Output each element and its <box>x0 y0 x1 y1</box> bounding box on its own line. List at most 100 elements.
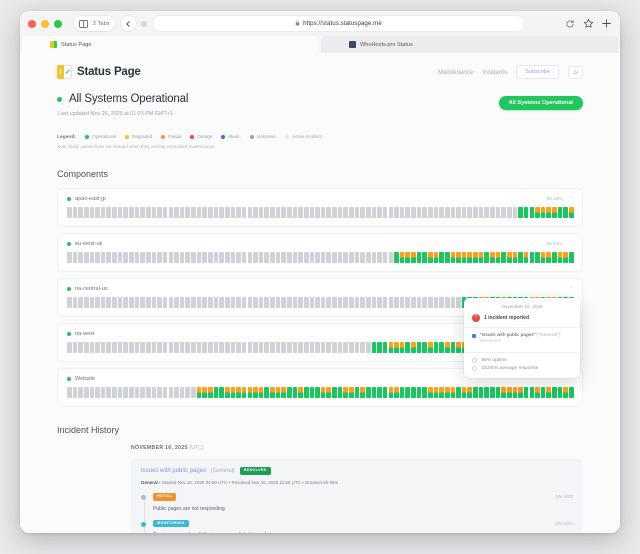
uptime-tick[interactable] <box>106 387 112 398</box>
uptime-tick[interactable] <box>467 387 473 398</box>
minimize-window-button[interactable] <box>41 19 49 28</box>
uptime-tick[interactable] <box>67 342 72 353</box>
uptime-tick[interactable] <box>89 252 95 263</box>
uptime-tick[interactable] <box>264 387 270 398</box>
uptime-tick[interactable] <box>83 387 89 398</box>
uptime-tick[interactable] <box>117 387 123 398</box>
uptime-tick[interactable] <box>523 207 529 218</box>
uptime-tick[interactable] <box>343 297 348 308</box>
uptime-tick[interactable] <box>95 207 100 218</box>
uptime-tick[interactable] <box>129 342 134 353</box>
uptime-tick[interactable] <box>140 342 145 353</box>
uptime-tick[interactable] <box>151 252 157 263</box>
uptime-tick[interactable] <box>264 342 270 353</box>
uptime-tick[interactable] <box>365 252 371 263</box>
uptime-tick[interactable] <box>236 342 241 353</box>
uptime-tick[interactable] <box>349 342 354 353</box>
uptime-tick[interactable] <box>337 297 343 308</box>
subscribe-button[interactable]: Subscribe <box>516 65 559 79</box>
uptime-tick[interactable] <box>123 207 128 218</box>
uptime-tick[interactable] <box>202 297 207 308</box>
uptime-tick[interactable] <box>506 387 512 398</box>
uptime-tick[interactable] <box>145 342 151 353</box>
uptime-tick[interactable] <box>399 207 405 218</box>
close-window-button[interactable] <box>28 19 36 28</box>
uptime-tick[interactable] <box>275 252 281 263</box>
uptime-tick[interactable] <box>377 342 382 353</box>
uptime-tick[interactable] <box>315 387 320 398</box>
uptime-tick[interactable] <box>343 342 348 353</box>
uptime-tick[interactable] <box>145 297 151 308</box>
uptime-tick[interactable] <box>428 252 433 263</box>
uptime-tick[interactable] <box>552 207 557 218</box>
uptime-tick[interactable] <box>157 252 162 263</box>
uptime-tick[interactable] <box>394 207 399 218</box>
uptime-tick[interactable] <box>253 207 258 218</box>
uptime-tick[interactable] <box>247 252 253 263</box>
uptime-tick[interactable] <box>365 297 371 308</box>
uptime-tick[interactable] <box>563 387 568 398</box>
uptime-tick[interactable] <box>151 387 157 398</box>
chevron-up-icon[interactable]: ⌃ <box>568 376 573 382</box>
uptime-tick[interactable] <box>140 387 145 398</box>
window-controls[interactable] <box>28 19 62 28</box>
uptime-tick[interactable] <box>405 342 411 353</box>
uptime-tick[interactable] <box>196 387 202 398</box>
uptime-tick[interactable] <box>213 207 219 218</box>
incident-title-link[interactable]: Issues with public pages <box>141 467 207 474</box>
uptime-tick[interactable] <box>208 342 213 353</box>
uptime-tick[interactable] <box>78 342 83 353</box>
uptime-tick[interactable] <box>382 207 388 218</box>
uptime-tick[interactable] <box>157 207 162 218</box>
uptime-tick[interactable] <box>219 387 224 398</box>
uptime-tick[interactable] <box>371 207 377 218</box>
uptime-tick[interactable] <box>224 207 230 218</box>
uptime-tick[interactable] <box>100 252 106 263</box>
uptime-tick[interactable] <box>332 387 337 398</box>
uptime-tick[interactable] <box>241 342 247 353</box>
uptime-tick[interactable] <box>179 342 185 353</box>
uptime-tick[interactable] <box>320 387 326 398</box>
uptime-tick[interactable] <box>422 342 427 353</box>
new-tab-icon[interactable] <box>601 16 612 28</box>
uptime-tick[interactable] <box>100 207 106 218</box>
uptime-tick[interactable] <box>100 387 106 398</box>
uptime-tick[interactable] <box>275 207 281 218</box>
uptime-tick[interactable] <box>95 342 100 353</box>
uptime-tick[interactable] <box>258 252 264 263</box>
uptime-tick[interactable] <box>298 387 303 398</box>
uptime-tick[interactable] <box>241 252 247 263</box>
uptime-tick[interactable] <box>540 207 546 218</box>
uptime-tick[interactable] <box>174 387 179 398</box>
uptime-tick[interactable] <box>298 252 303 263</box>
uptime-tick[interactable] <box>473 207 478 218</box>
uptime-tick[interactable] <box>191 252 196 263</box>
uptime-tick[interactable] <box>484 207 489 218</box>
uptime-tick[interactable] <box>416 342 422 353</box>
uptime-tick[interactable] <box>281 252 286 263</box>
uptime-tick[interactable] <box>343 252 348 263</box>
uptime-tick[interactable] <box>112 342 117 353</box>
uptime-tick[interactable] <box>365 207 371 218</box>
uptime-tick[interactable] <box>546 207 552 218</box>
site-logo[interactable]: !✓ Status Page hosted <box>57 65 141 79</box>
uptime-tick[interactable] <box>382 297 388 308</box>
uptime-tick[interactable] <box>428 387 433 398</box>
uptime-tick[interactable] <box>89 297 95 308</box>
uptime-tick[interactable] <box>411 387 416 398</box>
uptime-tick[interactable] <box>320 297 326 308</box>
uptime-tick[interactable] <box>309 207 315 218</box>
uptime-tick[interactable] <box>264 252 270 263</box>
uptime-tick[interactable] <box>95 252 100 263</box>
uptime-tick[interactable] <box>365 387 371 398</box>
uptime-tick[interactable] <box>168 387 174 398</box>
uptime-tick[interactable] <box>89 342 95 353</box>
uptime-tick[interactable] <box>365 342 371 353</box>
uptime-tick[interactable] <box>388 387 394 398</box>
uptime-tick[interactable] <box>264 207 270 218</box>
uptime-tick[interactable] <box>191 297 196 308</box>
uptime-tick[interactable] <box>332 297 337 308</box>
uptime-tick[interactable] <box>264 297 270 308</box>
uptime-tick[interactable] <box>382 252 388 263</box>
uptime-tick[interactable] <box>405 297 411 308</box>
